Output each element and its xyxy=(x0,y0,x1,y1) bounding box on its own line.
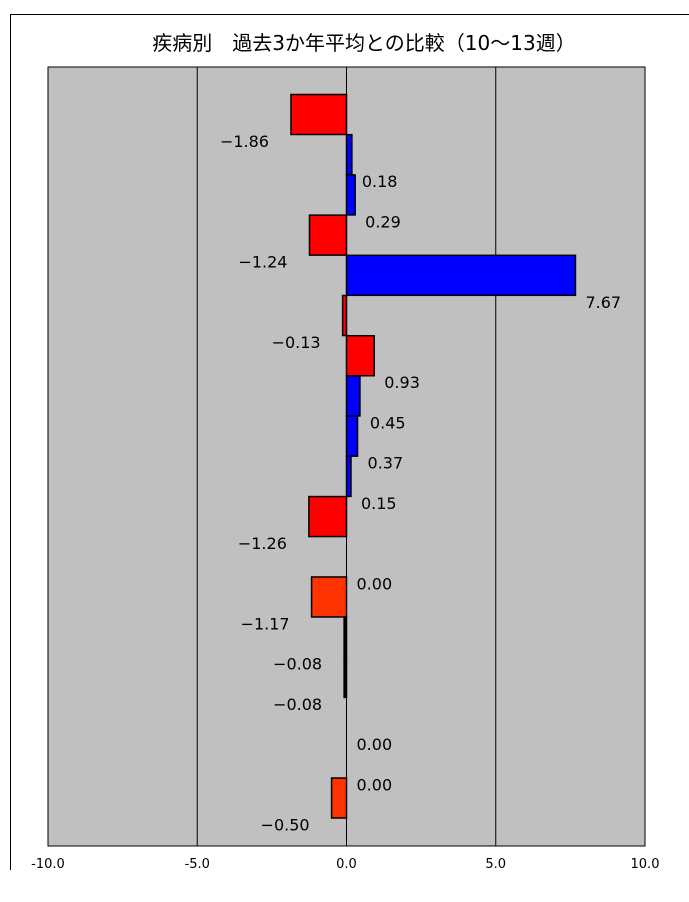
bar xyxy=(330,777,348,819)
bar xyxy=(341,294,348,337)
frame-top-line xyxy=(10,14,689,15)
data-label: 0.00 xyxy=(357,775,393,794)
bar xyxy=(308,495,348,538)
bar xyxy=(345,174,356,216)
chart-title: 疾病別 過去3か年平均との比較（10～13週） xyxy=(152,31,575,55)
data-label: 7.67 xyxy=(585,293,621,312)
x-tick-label: 5.0 xyxy=(485,857,506,872)
data-label: −0.13 xyxy=(272,333,321,352)
data-label: −1.86 xyxy=(220,132,269,151)
x-tick-label: 0.0 xyxy=(336,857,357,872)
bar xyxy=(290,93,348,136)
x-tick-label: 10.0 xyxy=(631,857,660,872)
bar xyxy=(345,133,353,176)
bar xyxy=(308,214,348,256)
data-label: −1.26 xyxy=(238,534,287,553)
bar xyxy=(345,375,361,417)
frame-left-line xyxy=(10,14,11,870)
data-label: −0.08 xyxy=(273,695,322,714)
data-label: 0.29 xyxy=(365,212,401,231)
data-label: 0.37 xyxy=(368,454,404,473)
bar xyxy=(310,576,348,618)
x-tick-label: -10.0 xyxy=(31,857,65,872)
bar xyxy=(345,254,577,297)
data-label: −1.24 xyxy=(238,253,287,272)
bar xyxy=(345,415,359,457)
x-tick-label: -5.0 xyxy=(185,857,210,872)
data-label: 0.15 xyxy=(361,494,397,513)
data-label: 0.18 xyxy=(362,172,398,191)
bar xyxy=(345,334,376,377)
bar xyxy=(345,455,352,498)
data-label: −0.50 xyxy=(261,816,310,835)
data-label: 0.00 xyxy=(357,735,393,754)
data-label: −0.08 xyxy=(273,655,322,674)
data-label: 0.93 xyxy=(384,373,420,392)
data-label: 0.00 xyxy=(357,574,393,593)
data-label: −1.17 xyxy=(241,614,290,633)
data-label: 0.45 xyxy=(370,413,406,432)
